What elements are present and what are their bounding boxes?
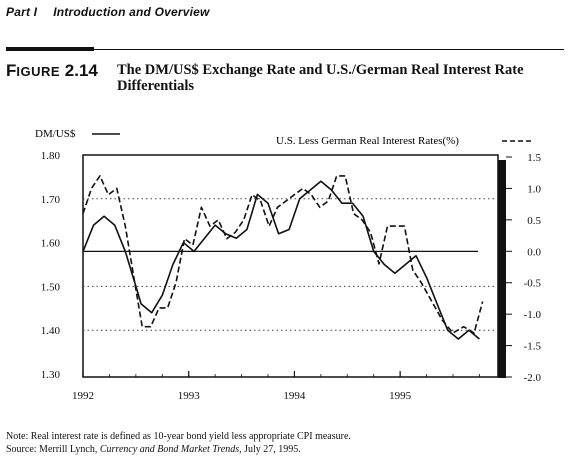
figure-rule-thick [6, 47, 94, 51]
tick-layer: 1.30 1.40 1.50 1.60 1.70 1.80 -2.0 -1.5 -1.0 -0.5… [41, 150, 542, 402]
legend: DM/US$ U.S. Less German Real Interest Ra… [35, 128, 534, 147]
figure-rule-thin [94, 49, 564, 50]
plot-frame [82, 154, 499, 378]
source-suffix: July 27, 1995. [241, 444, 301, 455]
right-tick-label: -1.5 [524, 341, 542, 353]
x-tick-label: 1993 [178, 390, 201, 402]
legend-right-label: U.S. Less German Real Interest Rates(%) [276, 135, 459, 147]
grid-layer [83, 198, 498, 331]
right-tick-label: -2.0 [524, 372, 542, 384]
left-tick-label: 1.40 [41, 325, 61, 337]
figure-title: The DM/US$ Exchange Rate and U.S./German… [117, 62, 524, 94]
note-text: Note: Real interest rate is defined as 1… [6, 431, 351, 442]
figure-number: 2.14 [64, 61, 98, 80]
interest-differential-line [82, 175, 484, 334]
source-prefix: Source: Merrill Lynch, [6, 444, 100, 455]
right-tick-label: -1.0 [524, 309, 542, 321]
left-tick-label: 1.80 [41, 150, 61, 162]
source-italic: Currency and Bond Market Trends, [99, 444, 242, 455]
left-tick-label: 1.70 [41, 194, 61, 206]
x-tick-label: 1995 [389, 390, 412, 402]
dm-usd-line [82, 180, 480, 340]
figure-label-small: IGURE [16, 64, 61, 79]
right-axis-bar [498, 160, 506, 378]
x-tick-label: 1994 [283, 390, 306, 402]
legend-left-label: DM/US$ [35, 128, 76, 140]
right-tick-label: 0.0 [527, 246, 541, 258]
exchange-rate-chart: 1.30 1.40 1.50 1.60 1.70 1.80 -2.0 -1.5 -1.0 -0.5… [35, 128, 542, 402]
x-tick-label: 1992 [72, 390, 94, 402]
figure-label-prefix: F [6, 61, 17, 80]
part-header: Part I Introduction and Overview [6, 5, 210, 19]
footnotes: Note: Real interest rate is defined as 1… [6, 430, 351, 456]
left-tick-label: 1.30 [41, 369, 61, 381]
right-tick-label: -0.5 [524, 278, 542, 290]
right-tick-label: 1.0 [527, 183, 541, 195]
right-tick-label: 0.5 [527, 215, 541, 227]
left-tick-label: 1.60 [41, 238, 61, 250]
left-tick-label: 1.50 [41, 281, 61, 293]
section-label: Introduction and Overview [53, 5, 210, 19]
part-label: Part I [6, 5, 38, 19]
series-layer [82, 175, 484, 340]
right-tick-label: 1.5 [527, 152, 541, 164]
figure-label: FIGURE 2.14 [6, 61, 98, 81]
source-text: Source: Merrill Lynch, Currency and Bond… [6, 443, 351, 456]
